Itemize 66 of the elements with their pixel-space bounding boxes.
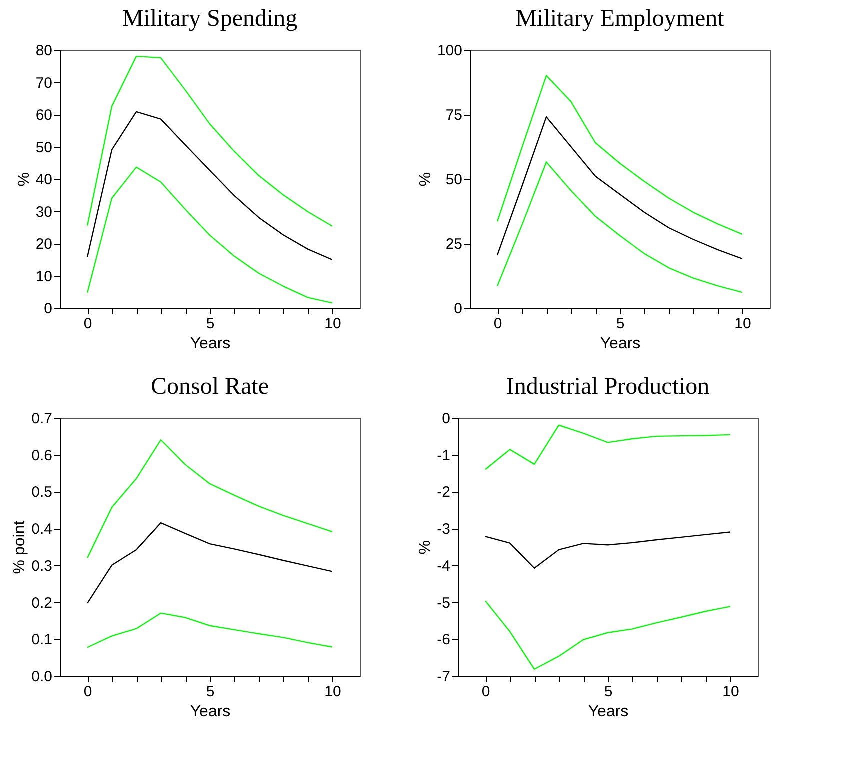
y-tick-label: 0.6: [32, 447, 52, 464]
y-tick-label: 50: [36, 139, 52, 156]
line-series: [86, 56, 334, 228]
y-tick-label: 80: [36, 42, 52, 60]
y-tick-label: 0: [442, 410, 450, 428]
line-series: [484, 532, 732, 569]
chart-title: Military Employment: [516, 6, 725, 32]
line-series: [484, 600, 732, 670]
y-tick-label: 0.1: [32, 632, 52, 649]
line-series: [484, 424, 732, 470]
y-tick-label: 0.5: [32, 484, 52, 502]
y-tick-label: 0: [454, 300, 462, 318]
x-tick-label: 0: [84, 316, 92, 332]
x-axis-title: Years: [600, 336, 641, 352]
x-axis-title: Years: [588, 704, 629, 720]
y-tick-label: 0.0: [32, 668, 52, 686]
x-tick-label: 10: [324, 684, 342, 700]
line-series: [86, 612, 334, 648]
chart-title: Industrial Production: [506, 374, 710, 400]
y-tick-label: 0.3: [32, 558, 52, 575]
y-axis-title: %: [417, 540, 434, 555]
x-axis-title: Years: [190, 704, 231, 720]
y-tick-label: -5: [437, 594, 450, 612]
x-tick-label: 0: [482, 684, 490, 700]
x-tick-label: 5: [604, 684, 613, 700]
y-tick-label: -1: [437, 447, 450, 464]
x-tick-label: 5: [206, 684, 215, 700]
x-tick-label: 5: [616, 316, 625, 332]
y-tick-label: -7: [437, 668, 450, 686]
x-axis-title: Years: [190, 336, 231, 352]
y-axis-title: %: [417, 172, 434, 187]
y-axis-title: % point: [12, 520, 29, 574]
x-tick-label: 10: [722, 684, 740, 700]
y-tick-label: -6: [437, 632, 450, 649]
line-series: [496, 75, 744, 236]
chart-title: Military Spending: [122, 6, 298, 32]
y-tick-label: 0.4: [32, 521, 52, 538]
line-series: [496, 116, 744, 260]
y-tick-label: 20: [36, 236, 52, 253]
line-series: [86, 522, 334, 604]
x-tick-label: 0: [494, 316, 502, 332]
y-tick-label: 0.7: [32, 410, 52, 428]
y-tick-label: 25: [446, 236, 462, 253]
y-tick-label: 70: [36, 74, 52, 92]
y-tick-label: 60: [36, 107, 52, 124]
y-axis-title: %: [16, 172, 33, 187]
y-tick-label: 75: [446, 107, 462, 124]
x-tick-label: 5: [206, 316, 215, 332]
x-tick-label: 10: [734, 316, 752, 332]
chart-title: Consol Rate: [151, 374, 269, 400]
y-tick-label: 30: [36, 204, 52, 221]
y-tick-label: 10: [36, 268, 52, 286]
line-series: [86, 111, 334, 261]
y-tick-label: 50: [446, 172, 462, 188]
y-tick-label: 0: [44, 300, 52, 318]
y-tick-label: -2: [437, 484, 450, 502]
y-tick-label: 40: [36, 172, 52, 188]
x-tick-label: 10: [324, 316, 342, 332]
y-tick-label: 0.2: [32, 594, 52, 612]
x-tick-label: 0: [84, 684, 92, 700]
y-tick-label: 100: [437, 42, 462, 60]
line-series: [496, 162, 744, 294]
line-series: [86, 440, 334, 559]
y-tick-label: -3: [437, 521, 450, 538]
line-series: [86, 166, 334, 304]
y-tick-label: -4: [437, 558, 450, 575]
